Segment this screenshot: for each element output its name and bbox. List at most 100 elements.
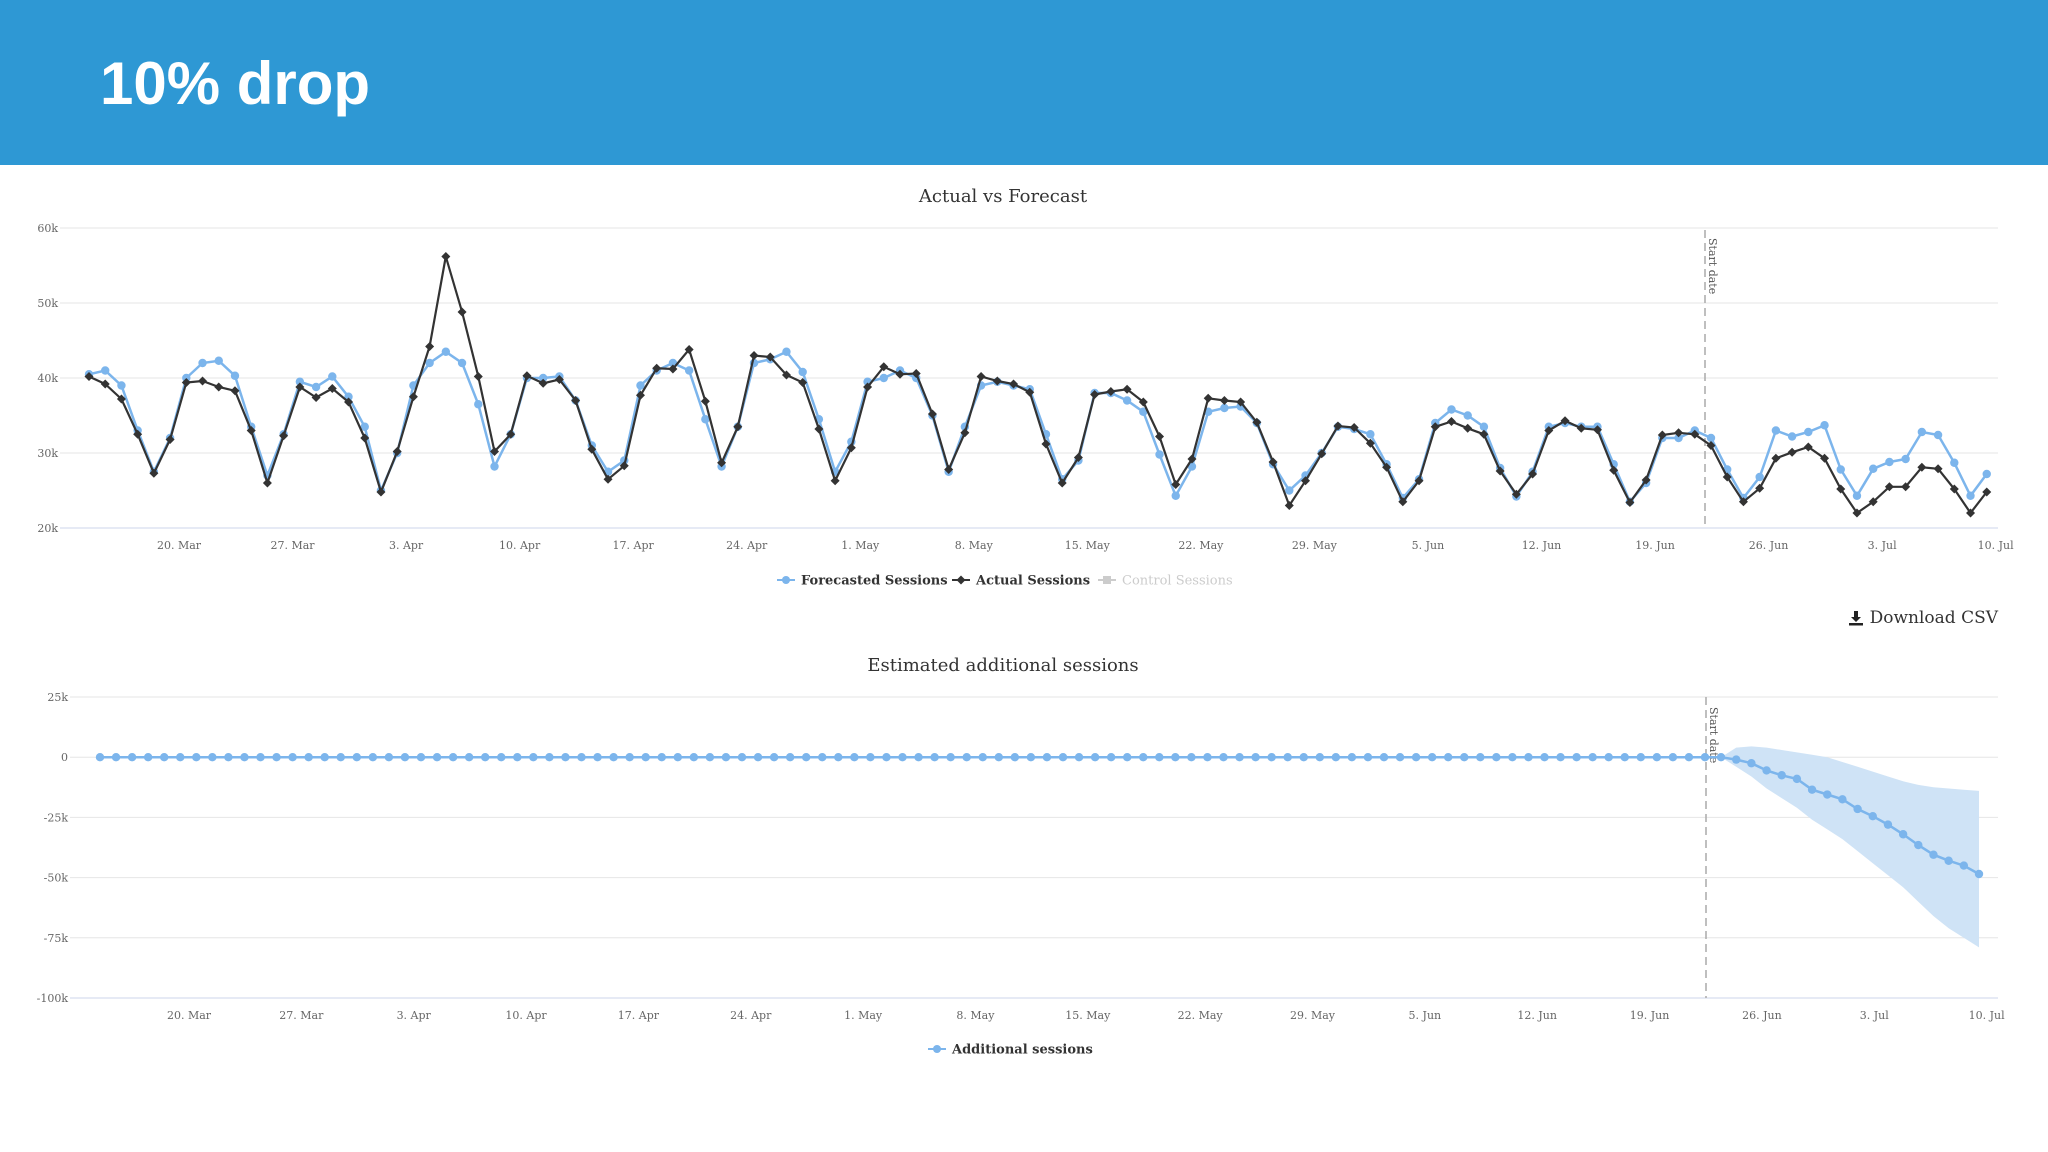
- series-actual-sessions: [84, 252, 1992, 518]
- data-point: [320, 753, 329, 762]
- chart2-confidence-band: [1721, 746, 1979, 948]
- download-csv-button[interactable]: Download CSV: [1848, 608, 1998, 628]
- data-point: [1025, 387, 1035, 397]
- data-point: [1398, 497, 1408, 507]
- data-point: [1203, 393, 1213, 403]
- data-point: [1508, 753, 1517, 762]
- data-point: [895, 369, 905, 379]
- data-point: [1155, 450, 1164, 459]
- series-line: [88, 350, 1988, 505]
- data-point: [1884, 482, 1894, 492]
- data-point: [481, 753, 490, 762]
- data-point: [625, 753, 634, 762]
- legend-item[interactable]: Control Sessions: [1098, 574, 1233, 589]
- chart1-x-axis-labels: 20. Mar 27. Mar 3. Apr 10. Apr 17. Apr 24. Ap…: [157, 539, 2014, 552]
- data-point: [1674, 433, 1683, 443]
- data-point: [441, 252, 451, 261]
- data-point: [769, 753, 779, 762]
- data-point: [1463, 423, 1473, 433]
- legend-item[interactable]: Forecasted Sessions: [777, 574, 948, 589]
- data-point: [1787, 447, 1797, 457]
- data-point: [1883, 820, 1893, 829]
- data-point: [834, 753, 843, 762]
- x-tick-label: 8. May: [956, 1009, 995, 1022]
- data-point: [733, 422, 743, 432]
- data-point: [1251, 753, 1260, 762]
- x-tick-label: 20. Mar: [157, 539, 202, 552]
- y-tick-label: 50k: [37, 297, 58, 310]
- x-tick-label: 22. May: [1178, 539, 1224, 552]
- data-point: [701, 415, 710, 424]
- data-point: [1219, 753, 1228, 762]
- data-point: [464, 753, 474, 762]
- data-point: [1528, 469, 1538, 479]
- chart2-legend[interactable]: Additional sessions: [928, 1043, 1093, 1058]
- data-point: [927, 409, 937, 419]
- data-point: [1959, 861, 1969, 870]
- data-point: [1476, 753, 1485, 762]
- data-point: [176, 753, 185, 762]
- data-point: [1463, 411, 1472, 420]
- data-point: [84, 372, 94, 381]
- data-point: [781, 370, 791, 380]
- x-tick-label: 22. May: [1178, 1009, 1224, 1022]
- data-point: [1836, 465, 1845, 474]
- data-point: [506, 429, 516, 439]
- data-point: [1684, 753, 1694, 762]
- data-point: [863, 382, 873, 392]
- series-additional-sessions: [95, 753, 1984, 879]
- data-point: [384, 753, 394, 762]
- data-point: [879, 373, 888, 383]
- x-tick-label: 29. May: [1290, 1009, 1336, 1022]
- data-point: [1511, 489, 1521, 499]
- data-point: [882, 753, 891, 762]
- data-point: [1625, 498, 1635, 507]
- series-line: [100, 755, 1980, 876]
- legend-item[interactable]: Additional sessions: [928, 1043, 1093, 1058]
- data-point: [1738, 497, 1748, 507]
- data-point: [1460, 753, 1469, 762]
- data-point: [1106, 387, 1116, 396]
- data-point: [1203, 753, 1212, 762]
- x-tick-label: 3. Jul: [1868, 539, 1897, 552]
- data-point: [717, 458, 727, 468]
- data-point: [1917, 462, 1927, 472]
- chart1-legend[interactable]: Forecasted Sessions Actual Sessions Contro…: [777, 574, 1233, 589]
- data-point: [753, 753, 763, 762]
- data-point: [1869, 464, 1878, 473]
- data-point: [360, 422, 369, 431]
- y-tick-label: 20k: [37, 522, 58, 535]
- legend-label: Actual Sessions: [975, 574, 1090, 589]
- data-point: [1171, 491, 1180, 500]
- legend-item[interactable]: Actual Sessions: [952, 574, 1090, 589]
- x-tick-label: 3. Jul: [1860, 1009, 1889, 1022]
- data-point: [1058, 753, 1068, 762]
- data-point: [1560, 416, 1570, 426]
- data-point: [673, 753, 682, 762]
- data-point: [1747, 759, 1756, 768]
- data-point: [304, 753, 313, 762]
- data-point: [1139, 753, 1148, 762]
- data-point: [529, 753, 538, 762]
- x-tick-label: 27. Mar: [279, 1009, 324, 1022]
- data-point: [587, 444, 597, 454]
- data-point: [1914, 840, 1923, 850]
- data-point: [1771, 426, 1781, 435]
- chart2-start-date-label: Start date: [1707, 707, 1720, 763]
- data-point: [1155, 432, 1165, 441]
- x-tick-label: 17. Apr: [613, 539, 655, 552]
- data-point: [814, 424, 824, 434]
- data-point: [368, 753, 378, 762]
- data-point: [1366, 430, 1375, 439]
- data-point: [1852, 508, 1862, 518]
- data-point: [224, 753, 233, 762]
- legend-marker: [1103, 576, 1111, 584]
- data-point: [214, 356, 223, 365]
- x-tick-label: 5. Jun: [1409, 1009, 1442, 1022]
- data-point: [1852, 491, 1862, 500]
- data-point: [1479, 422, 1489, 431]
- data-point: [1331, 753, 1341, 762]
- data-point: [1090, 753, 1100, 762]
- data-point: [1444, 753, 1453, 762]
- data-point: [785, 753, 795, 762]
